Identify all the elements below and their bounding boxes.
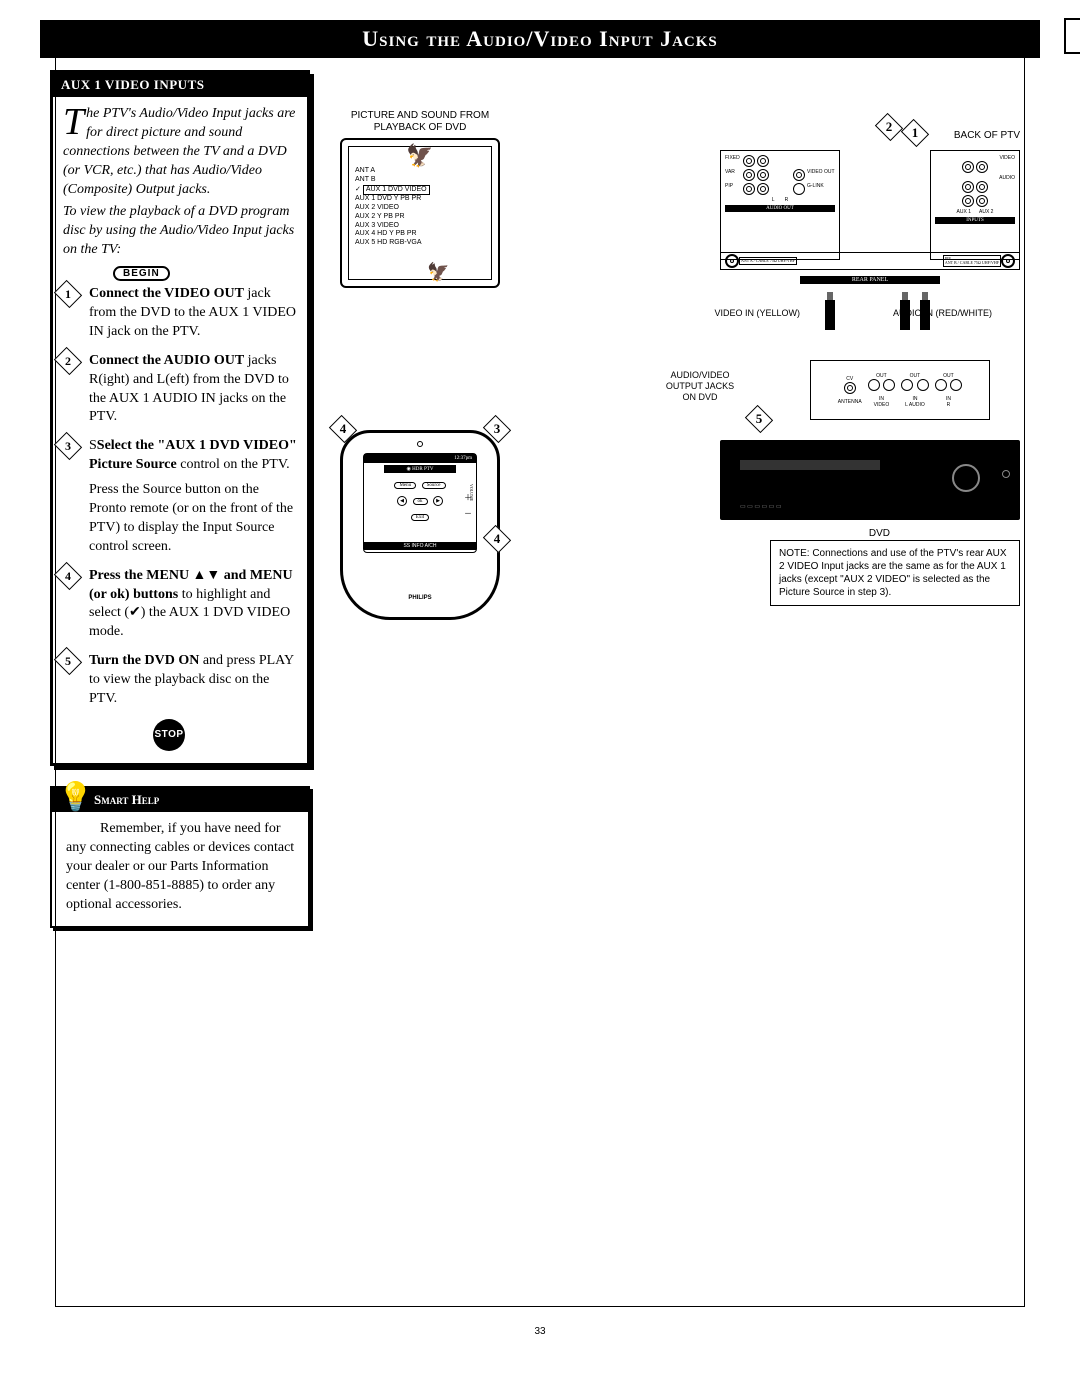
left-column: AUX 1 VIDEO INPUTS The PTV's Audio/Video…	[50, 70, 310, 928]
dvd-player-diagram: ▭ ▭ ▭ ▭ ▭ ▭	[720, 440, 1020, 520]
right-column: PICTURE AND SOUND FROM PLAYBACK OF DVD A…	[330, 70, 1030, 928]
step-1: 1 Connect the VIDEO OUT jack from the DV…	[63, 285, 297, 342]
plug-icon	[825, 300, 835, 330]
tv-diagram: ANT A ANT B AUX 1 DVD VIDEO AUX 1 DVD Y …	[340, 138, 500, 288]
source-menu: ANT A ANT B AUX 1 DVD VIDEO AUX 1 DVD Y …	[355, 167, 485, 248]
intro-paragraph: The PTV's Audio/Video Input jacks are fo…	[63, 105, 297, 199]
step-2: 2 Connect the AUDIO OUT jacks R(ight) an…	[63, 352, 297, 428]
note-box: NOTE: Connections and use of the PTV's r…	[770, 540, 1020, 606]
dvd-output-jacks: CV ANTENNA OUT IN VIDEO OUT IN L AUDIO	[810, 360, 990, 420]
video-in-label: VIDEO IN (YELLOW)	[714, 308, 800, 319]
begin-badge: BEGIN	[113, 266, 170, 281]
page-number: 33	[534, 1326, 545, 1337]
dvd-label: DVD	[869, 528, 890, 539]
back-panel-diagram: BACK OF PTV 2 1 FIXED VARVIDEO OUT PIPG-…	[720, 120, 1020, 320]
dvd-jacks-label: AUDIO/VIDEO OUTPUT JACKS ON DVD	[660, 370, 740, 402]
smart-help-header: 💡 Smart Help	[52, 788, 308, 812]
step-4: 4 Press the MENU ▲▼ and MENU (or ok) but…	[63, 567, 297, 643]
callout-2: 2	[875, 113, 903, 141]
step-number-icon: 2	[54, 347, 82, 375]
intro-paragraph-2: To view the playback of a DVD program di…	[63, 203, 297, 260]
remote-diagram: 12:37pm ◉ HDR PTV Menu Source ◀ ok ▶ Ex	[340, 430, 500, 620]
step-3: 3 SSelect the "AUX 1 DVD VIDEO" Picture …	[63, 437, 297, 556]
steps-list: 1 Connect the VIDEO OUT jack from the DV…	[63, 285, 297, 709]
callout-5: 5	[745, 405, 773, 433]
step-number-icon: 4	[54, 562, 82, 590]
step-number-icon: 5	[54, 647, 82, 675]
section-header: AUX 1 VIDEO INPUTS	[53, 73, 307, 97]
plug-icon	[900, 300, 910, 330]
tv-caption: PICTURE AND SOUND FROM PLAYBACK OF DVD	[340, 110, 500, 134]
inputs-jacks: VIDEO AUDIO AUX 1AUX 2 INPUTS	[930, 150, 1020, 260]
dropcap: T	[63, 107, 84, 137]
stop-badge: STOP	[153, 719, 185, 751]
instructions-box: AUX 1 VIDEO INPUTS The PTV's Audio/Video…	[50, 70, 310, 766]
antenna-strip: ANT A / CABLE 75Ω UHF/VHF PIPANT B / CAB…	[720, 252, 1020, 270]
step-3-extra: Press the Source button on the Pronto re…	[89, 481, 297, 557]
plug-icon	[920, 300, 930, 330]
step-number-icon: 1	[54, 280, 82, 308]
step-5: 5 Turn the DVD ON and press PLAY to view…	[63, 652, 297, 709]
callout-1: 1	[901, 119, 929, 147]
step-number-icon: 3	[54, 432, 82, 460]
corner-icon	[1064, 18, 1080, 54]
lightbulb-icon: 💡	[58, 780, 93, 814]
audio-out-jacks: FIXED VARVIDEO OUT PIPG-LINK LR AUDIO OU…	[720, 150, 840, 260]
